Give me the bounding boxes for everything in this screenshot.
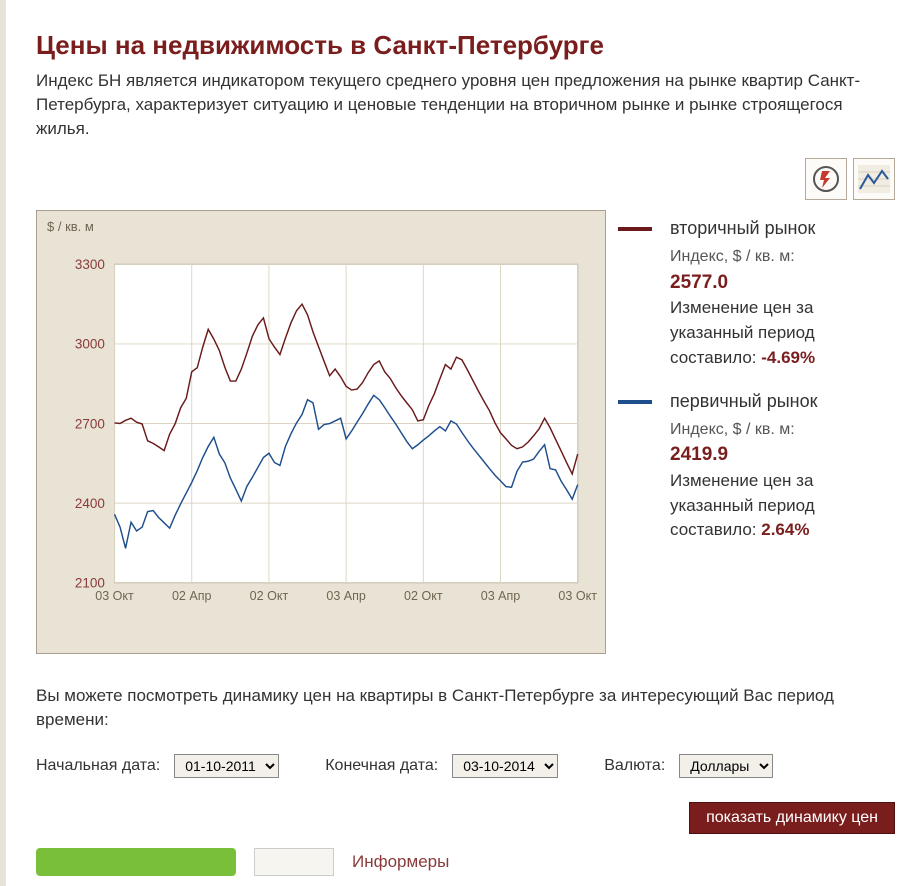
legend-series-name: первичный рынок (670, 388, 895, 414)
show-dynamics-button[interactable]: показать динамику цен (689, 802, 895, 834)
intro-text: Индекс БН является индикатором текущего … (36, 69, 895, 140)
footer-strip: Информеры (36, 848, 895, 876)
svg-text:3300: 3300 (75, 258, 105, 273)
legend-text: вторичный рынок Индекс, $ / кв. м:2577.0И… (670, 215, 895, 370)
svg-text:02 Окт: 02 Окт (404, 589, 443, 603)
legend-panel: вторичный рынокИндекс, $ / кв. м:2577.0И… (618, 210, 895, 654)
flash-icon (812, 165, 840, 193)
legend-index-value: 2419.9 (670, 441, 895, 469)
currency-label: Валюта: (604, 757, 665, 775)
period-prompt: Вы можете посмотреть динамику цен на ква… (36, 684, 895, 732)
legend-index-label: Индекс, $ / кв. м: (670, 418, 895, 441)
svg-text:3000: 3000 (75, 337, 105, 352)
price-chart: 2100240027003000330003 Окт02 Апр02 Окт03… (47, 238, 597, 638)
legend-index-value: 2577.0 (670, 269, 895, 297)
currency-select[interactable]: Доллары (679, 754, 773, 778)
misc-block[interactable] (254, 848, 334, 876)
svg-text:2700: 2700 (75, 417, 105, 432)
legend-swatch (618, 227, 652, 231)
svg-text:02 Апр: 02 Апр (172, 589, 212, 603)
flash-icon-button[interactable] (805, 158, 847, 200)
svg-text:2400: 2400 (75, 496, 105, 511)
chart-container: $ / кв. м 2100240027003000330003 Окт02 А… (36, 210, 606, 654)
y-axis-unit: $ / кв. м (47, 219, 595, 234)
chart-type-icon (858, 165, 890, 193)
legend-change: Изменение цен за указанный период состав… (670, 296, 895, 370)
legend-series-name: вторичный рынок (670, 215, 895, 241)
svg-text:03 Апр: 03 Апр (481, 589, 521, 603)
informers-link[interactable]: Информеры (352, 852, 449, 872)
legend-swatch (618, 400, 652, 404)
legend-item-secondary: вторичный рынок Индекс, $ / кв. м:2577.0И… (618, 215, 895, 370)
legend-text: первичный рынок Индекс, $ / кв. м:2419.9И… (670, 388, 895, 543)
svg-text:03 Апр: 03 Апр (326, 589, 366, 603)
svg-text:03 Окт: 03 Окт (558, 589, 597, 603)
svg-text:02 Окт: 02 Окт (250, 589, 289, 603)
start-date-label: Начальная дата: (36, 757, 160, 775)
start-date-select[interactable]: 01-10-2011 (174, 754, 279, 778)
end-date-label: Конечная дата: (325, 757, 438, 775)
controls-row: Начальная дата: 01-10-2011 Конечная дата… (36, 754, 895, 778)
legend-change: Изменение цен за указанный период состав… (670, 469, 895, 543)
page-title: Цены на недвижимость в Санкт-Петербурге (36, 30, 895, 61)
end-date-select[interactable]: 03-10-2014 (452, 754, 558, 778)
share-block[interactable] (36, 848, 236, 876)
chart-icon-button[interactable] (853, 158, 895, 200)
legend-item-primary: первичный рынок Индекс, $ / кв. м:2419.9И… (618, 388, 895, 543)
svg-text:03 Окт: 03 Окт (95, 589, 134, 603)
legend-index-label: Индекс, $ / кв. м: (670, 245, 895, 268)
